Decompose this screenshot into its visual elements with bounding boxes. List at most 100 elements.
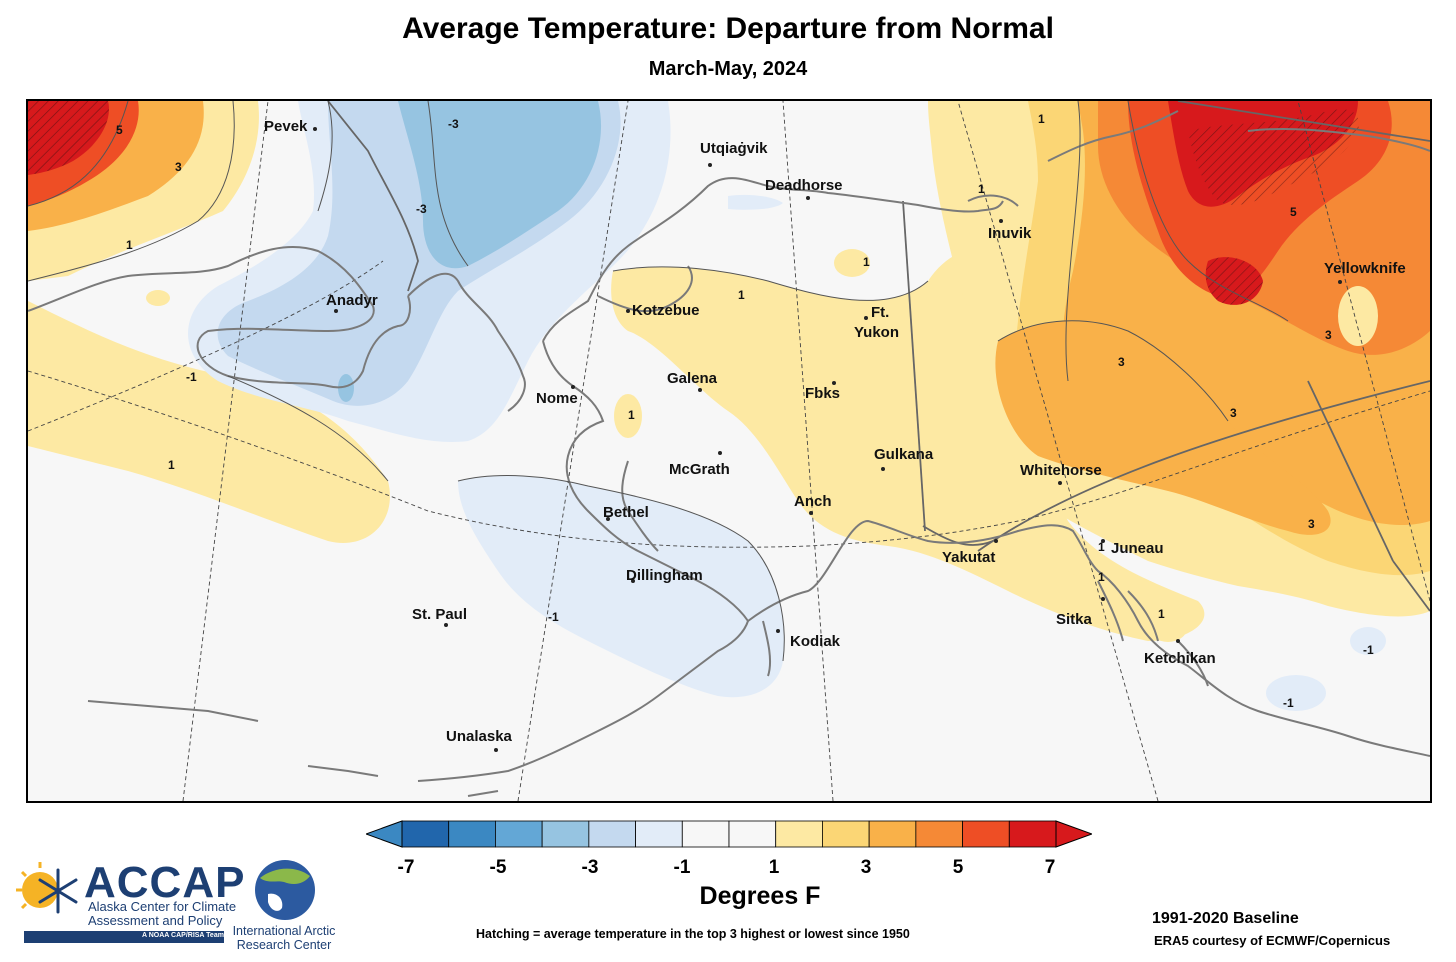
city-label-mcgrath: McGrath (669, 461, 730, 478)
contour-label: 1 (738, 288, 745, 302)
colorbar-tick-label: -5 (489, 857, 507, 878)
contour-label: 1 (1158, 607, 1165, 621)
baseline-note: 1991-2020 Baseline (1152, 910, 1299, 927)
colorbar-cell (495, 820, 543, 848)
contour-label: 3 (1325, 328, 1332, 342)
city-label-ketchikan: Ketchikan (1144, 650, 1216, 667)
colorbar-cell (681, 820, 730, 848)
city-labels: Pevek Utqiaġvik Deadhorse Inuvik Yellowk… (264, 118, 1406, 745)
colorbar-unit-label: Degrees F (699, 882, 821, 910)
iarc-name-line: Research Center (236, 938, 332, 952)
city-label-kodiak: Kodiak (790, 633, 841, 650)
iarc-name-line: International Arctic (232, 924, 336, 938)
colorbar-tick-label: -3 (581, 857, 599, 878)
contour-label: 1 (978, 182, 985, 196)
map-title: Average Temperature: Departure from Norm… (402, 12, 1054, 45)
contour-label: 1 (168, 458, 175, 472)
city-label-deadhorse: Deadhorse (765, 177, 843, 194)
data-source-note: ERA5 courtesy of ECMWF/Copernicus (1154, 933, 1391, 948)
city-label-gulkana: Gulkana (874, 446, 934, 463)
city-label-anch: Anch (794, 493, 832, 510)
colorbar-cell (868, 820, 917, 848)
contour-label: 5 (116, 123, 123, 137)
borders (327, 101, 1430, 612)
city-label-pevek: Pevek (264, 118, 308, 135)
temperature-map: 5 3 1 -3 -3 1 1 1 -1 1 1 1 -1 5 3 3 3 3 … (26, 99, 1432, 803)
contour-label: 1 (126, 238, 133, 252)
accap-logo-bar (24, 931, 224, 943)
contour-label: 3 (1230, 406, 1237, 420)
accap-logo-text: ACCAP (84, 858, 246, 907)
anomaly-fill-cool (188, 101, 1386, 711)
city-label-ft: Ft. (871, 304, 889, 321)
contour-lines (28, 101, 1289, 662)
city-label-yukon: Yukon (854, 324, 899, 341)
colorbar-tick-label: -1 (673, 857, 691, 878)
map-subtitle: March-May, 2024 (648, 58, 808, 80)
city-label-bethel: Bethel (603, 504, 649, 521)
colorbar-cell (1008, 820, 1057, 848)
city-label-kotzebue: Kotzebue (632, 302, 700, 319)
accap-logo-subtitle: Alaska Center for Climate Assessment and… (88, 900, 236, 928)
iarc-globe-logo (255, 860, 315, 920)
contour-label: 3 (1118, 355, 1125, 369)
city-label-juneau: Juneau (1111, 540, 1164, 557)
city-label-st-paul: St. Paul (412, 606, 467, 623)
city-label-whitehorse: Whitehorse (1020, 462, 1102, 479)
contour-label: 1 (1098, 540, 1105, 554)
colorbar-cell (448, 820, 496, 848)
colorbar-cell (588, 820, 636, 848)
city-label-inuvik: Inuvik (988, 225, 1032, 242)
colorbar-tick-label: 3 (860, 857, 872, 878)
city-markers (313, 127, 1342, 752)
city-label-nome: Nome (536, 390, 578, 407)
accap-team-text: A NOAA CAP/RISA Team (142, 932, 224, 939)
contour-label: -3 (416, 202, 427, 216)
contour-label: -1 (186, 370, 197, 384)
colorbar-tick-label: -7 (397, 857, 415, 878)
hatching-note: Hatching = average temperature in the to… (476, 927, 910, 941)
city-label-utqiagvik: Utqiaġvik (700, 140, 768, 157)
colorbar-cell (541, 820, 590, 848)
colorbar-cell (635, 820, 683, 848)
anomaly-fill-west-warm (28, 101, 390, 543)
map-canvas: 5 3 1 -3 -3 1 1 1 -1 1 1 1 -1 5 3 3 3 3 … (28, 101, 1430, 801)
city-label-yellowknife: Yellowknife (1324, 260, 1406, 277)
contour-label: 1 (863, 255, 870, 269)
contour-label: 3 (1308, 517, 1315, 531)
anomaly-fill-east-warm (611, 101, 1430, 642)
contour-label: -1 (1363, 643, 1374, 657)
colorbar-low-arrow (366, 820, 403, 848)
colorbar-tick-label: 7 (1044, 857, 1056, 878)
city-label-unalaska: Unalaska (446, 728, 513, 745)
contour-label: -1 (1283, 696, 1294, 710)
city-label-galena: Galena (667, 370, 718, 387)
contour-label: -1 (548, 610, 559, 624)
colorbar-cell (962, 820, 1010, 848)
contour-label: 1 (1098, 570, 1105, 584)
colorbar-cells (401, 820, 1057, 848)
coastlines (28, 110, 1430, 797)
colorbar-cell (822, 820, 870, 848)
accap-sun-snowflake-logo (16, 862, 78, 914)
city-label-fbks: Fbks (805, 385, 840, 402)
colorbar-cell (401, 820, 450, 848)
colorbar-tick-label: 1 (768, 857, 780, 878)
contour-label: 1 (628, 408, 635, 422)
city-label-sitka: Sitka (1056, 611, 1093, 628)
colorbar-cell (728, 820, 777, 848)
contour-label: -3 (448, 117, 459, 131)
contour-label: 1 (1038, 112, 1045, 126)
colorbar (366, 820, 1092, 848)
accap-subtitle-line: Assessment and Policy (88, 913, 223, 928)
city-label-dillingham: Dillingham (626, 567, 703, 584)
contour-label: 5 (1290, 205, 1297, 219)
contour-label: 3 (175, 160, 182, 174)
iarc-logo-text: International Arctic Research Center (232, 924, 336, 952)
accap-subtitle-line: Alaska Center for Climate (88, 899, 237, 914)
contour-label-group: 5 3 1 -3 -3 1 1 1 -1 1 1 1 -1 5 3 3 3 3 … (116, 112, 1374, 710)
city-label-yakutat: Yakutat (942, 549, 995, 566)
colorbar-high-arrow (1055, 820, 1092, 848)
graticule (28, 101, 1430, 801)
colorbar-tick-label: 5 (952, 857, 964, 878)
